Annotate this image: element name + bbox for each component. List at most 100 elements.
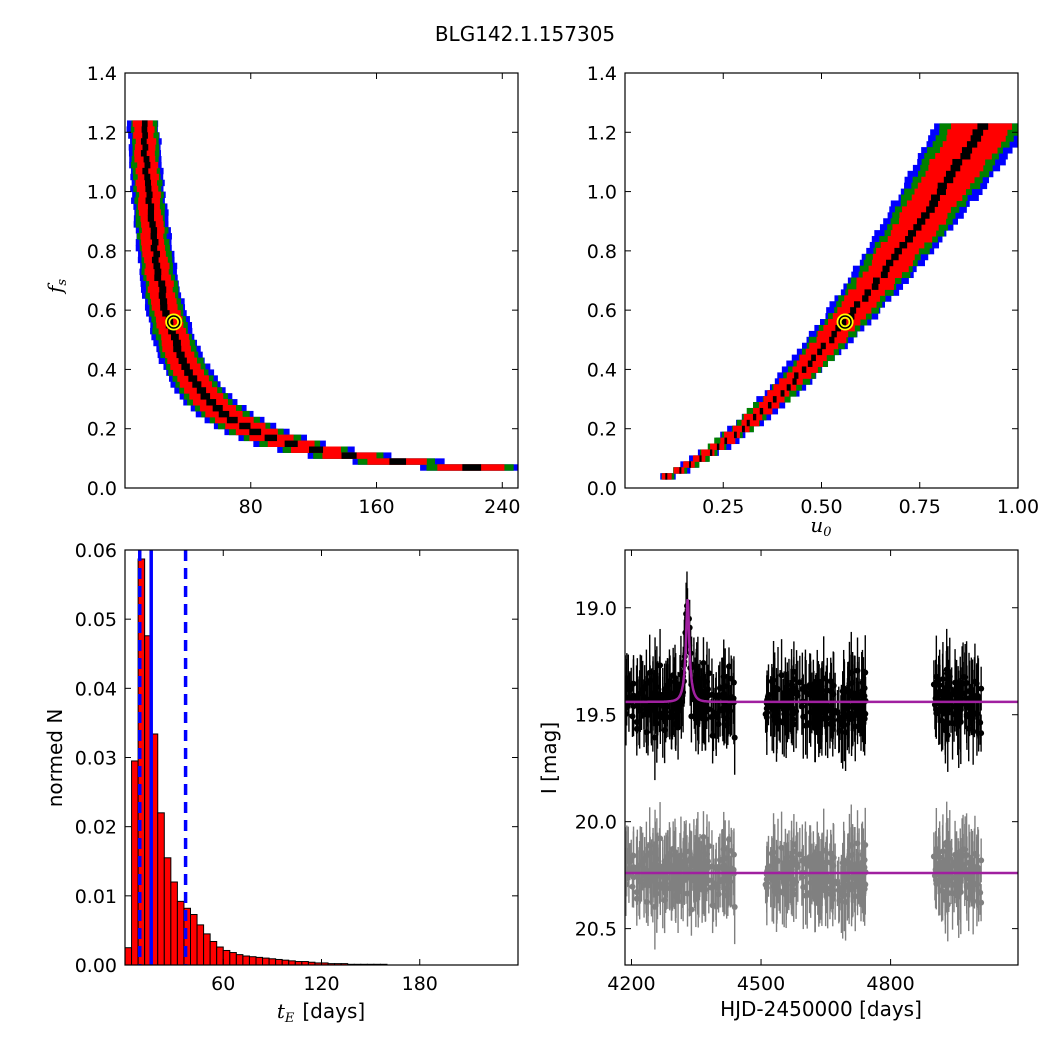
u0-fs-ytick-label: 0.8 <box>587 241 617 263</box>
light-curve-ylabel: I [mag] <box>537 722 561 794</box>
tE-fs-cell <box>854 476 856 482</box>
tE-fs-cell <box>553 470 555 476</box>
tE-fs-cell <box>893 476 922 482</box>
panel-tE-fs: 80 160 240 0.0 0.2 0.4 0.6 0.8 1.0 1.2 1.4 fs <box>43 63 922 518</box>
tE-fs-cell <box>147 209 155 216</box>
residual-point <box>629 883 636 890</box>
u0-fs-cell <box>882 265 890 273</box>
data-point <box>719 693 726 700</box>
u0-fs-cell <box>773 384 797 391</box>
tE-fs-cell <box>144 173 151 181</box>
u0-fs-cell <box>854 301 861 308</box>
tE-fs-cell <box>827 476 829 482</box>
tE-histogram-ytick-label: 0.05 <box>75 609 117 631</box>
data-point <box>830 717 837 724</box>
tE-fs-cell <box>200 393 211 400</box>
residual-point <box>711 880 718 887</box>
tE-fs-cell <box>162 310 170 317</box>
data-point <box>669 714 676 721</box>
tE-histogram-ytick-label: 0.00 <box>75 955 117 977</box>
tE-fs-ticks: 80 160 240 0.0 0.2 0.4 0.6 0.8 1.0 1.2 1.4 <box>87 63 521 518</box>
u0-fs-cell <box>908 230 917 237</box>
tE-fs-cell <box>150 244 158 252</box>
tE-fs-cell <box>192 381 202 388</box>
residual-point <box>844 876 851 883</box>
residual-point <box>944 842 951 849</box>
data-point <box>625 681 632 688</box>
tE-histogram-ytick-label: 0.06 <box>75 540 117 562</box>
data-point <box>944 669 951 676</box>
tE-fs-cell <box>171 333 179 341</box>
tE-fs-cell <box>218 410 230 418</box>
histogram-bar <box>137 558 146 965</box>
tE-fs-cell <box>462 464 482 471</box>
residual-point <box>652 848 659 855</box>
tE-fs-ytick-label: 0.4 <box>87 359 117 381</box>
u0-fs-cell <box>746 419 750 427</box>
data-point <box>708 714 715 721</box>
data-point <box>717 707 724 714</box>
residual-point <box>636 877 643 884</box>
residual-point <box>978 857 985 864</box>
histogram-bar <box>209 940 218 965</box>
residual-point <box>725 836 732 843</box>
u0-fs-cell <box>872 277 880 284</box>
u0-fs-xtick-label: 0.75 <box>899 496 941 518</box>
u0-fs-cell <box>699 455 702 462</box>
residual-point <box>955 879 962 886</box>
u0-fs-xtick-label: 0.25 <box>702 496 744 518</box>
histogram-bar <box>190 914 198 965</box>
u0-fs-cell <box>936 188 946 196</box>
data-point <box>790 676 797 683</box>
u0-fs-ytick-label: 0.0 <box>587 478 617 500</box>
tE-histogram-ytick-label: 0.03 <box>75 748 117 770</box>
residual-point <box>939 848 946 855</box>
data-point <box>939 676 946 683</box>
data-point <box>939 706 946 713</box>
residual-point <box>778 844 785 851</box>
data-point <box>844 705 851 712</box>
data-point <box>725 663 732 670</box>
histogram-bar <box>196 924 205 965</box>
data-point <box>930 681 937 688</box>
u0-fs-cell <box>679 467 682 474</box>
tE-fs-ytick-label: 0.0 <box>87 478 117 500</box>
histogram-bar <box>268 958 277 965</box>
u0-fs-cell <box>905 236 913 243</box>
tE-histogram-ytick-label: 0.01 <box>75 886 117 908</box>
u0-fs-ytick-label: 1.2 <box>587 122 617 144</box>
data-point <box>652 675 659 682</box>
u0-fs-ytick-label: 1.0 <box>587 182 617 204</box>
tE-fs-cell <box>542 470 544 476</box>
u0-fs-cell <box>741 425 745 433</box>
residual-point <box>680 860 687 867</box>
u0-fs-cell <box>734 431 737 439</box>
tE-histogram-ytick-label: 0.02 <box>75 817 117 839</box>
data-point <box>841 721 848 728</box>
data-point <box>778 672 785 679</box>
tE-fs-cell <box>146 191 153 198</box>
residual-point <box>688 906 695 913</box>
residual-point <box>930 853 937 860</box>
data-point <box>948 691 955 698</box>
residual-point <box>811 874 818 881</box>
data-point <box>859 704 866 711</box>
tE-fs-cell <box>147 215 155 222</box>
data-point <box>811 703 818 710</box>
data-point <box>675 724 682 731</box>
histogram-bar <box>248 956 257 965</box>
residual-point <box>691 876 698 883</box>
tE-fs-cell <box>563 470 565 476</box>
residual-point <box>630 864 637 871</box>
light-curve-xtick-label: 4800 <box>866 973 914 995</box>
data-point <box>728 694 735 701</box>
tE-fs-cell <box>173 345 182 353</box>
u0-fs-cell <box>970 135 982 142</box>
residual-point <box>708 884 715 891</box>
tE-fs-heatmap <box>126 120 922 482</box>
tE-fs-cell <box>159 286 167 293</box>
tE-fs-cell <box>141 126 148 133</box>
tE-fs-cell <box>153 262 161 270</box>
u0-fs-cell <box>840 319 847 326</box>
u0-fs-cell <box>913 224 922 231</box>
